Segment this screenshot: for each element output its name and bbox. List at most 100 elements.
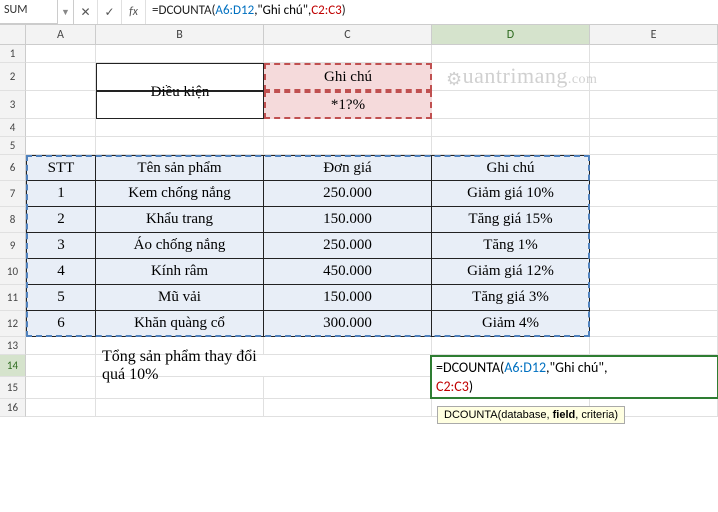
- cell[interactable]: [26, 137, 96, 155]
- cell[interactable]: [264, 137, 432, 155]
- table-cell-note[interactable]: Giảm giá 10%: [432, 181, 590, 207]
- cell[interactable]: [590, 337, 718, 355]
- table-cell-note[interactable]: Tăng giá 3%: [432, 285, 590, 311]
- table-cell-stt[interactable]: 4: [26, 259, 96, 285]
- cell[interactable]: [26, 377, 96, 399]
- cell[interactable]: [590, 155, 718, 181]
- cell[interactable]: [264, 377, 432, 399]
- cell[interactable]: [26, 355, 96, 377]
- cell[interactable]: [590, 285, 718, 311]
- row-header-9[interactable]: 9: [0, 233, 26, 259]
- row-header-2[interactable]: 2: [0, 63, 26, 91]
- row-header-8[interactable]: 8: [0, 207, 26, 233]
- col-header-d[interactable]: D: [432, 25, 590, 44]
- condition-label-cell[interactable]: Điều kiện: [96, 63, 264, 91]
- table-cell-price[interactable]: 250.000: [264, 181, 432, 207]
- cell[interactable]: [96, 137, 264, 155]
- cell[interactable]: [26, 91, 96, 119]
- summary-label[interactable]: Tổng sản phẩm thay đổi quá 10%: [96, 355, 264, 377]
- cell[interactable]: [26, 119, 96, 137]
- row-header-11[interactable]: 11: [0, 285, 26, 311]
- cell[interactable]: [590, 207, 718, 233]
- table-cell-price[interactable]: 300.000: [264, 311, 432, 337]
- cell[interactable]: [26, 45, 96, 63]
- table-header-note[interactable]: Ghi chú: [432, 155, 590, 181]
- name-box-dropdown-icon[interactable]: ▼: [58, 0, 74, 24]
- cell[interactable]: [264, 45, 432, 63]
- col-header-e[interactable]: E: [590, 25, 718, 44]
- table-cell-note[interactable]: Giảm 4%: [432, 311, 590, 337]
- cell[interactable]: [26, 399, 96, 417]
- col-header-c[interactable]: C: [264, 25, 432, 44]
- cell[interactable]: [432, 91, 590, 119]
- cell[interactable]: [590, 233, 718, 259]
- formula-input[interactable]: =DCOUNTA(A6:D12,"Ghi chú",C2:C3): [146, 0, 718, 24]
- cell[interactable]: [432, 63, 590, 91]
- table-cell-note[interactable]: Tăng 1%: [432, 233, 590, 259]
- cell[interactable]: [590, 311, 718, 337]
- row-header-12[interactable]: 12: [0, 311, 26, 337]
- active-formula-cell[interactable]: =DCOUNTA(A6:D12,"Ghi chú",C2:C3): [432, 355, 590, 377]
- row-header-13[interactable]: 13: [0, 337, 26, 355]
- table-cell-stt[interactable]: 3: [26, 233, 96, 259]
- cell[interactable]: [96, 399, 264, 417]
- cell[interactable]: [432, 337, 590, 355]
- cell[interactable]: [26, 63, 96, 91]
- cell[interactable]: [590, 63, 718, 91]
- condition-label-cell[interactable]: [96, 91, 264, 119]
- table-cell-price[interactable]: 450.000: [264, 259, 432, 285]
- enter-button[interactable]: ✓: [98, 0, 122, 24]
- table-cell-name[interactable]: Khăn quàng cổ: [96, 311, 264, 337]
- cancel-button[interactable]: ✕: [74, 0, 98, 24]
- cell[interactable]: [26, 337, 96, 355]
- condition-header-cell[interactable]: Ghi chú: [264, 63, 432, 91]
- table-cell-stt[interactable]: 2: [26, 207, 96, 233]
- row-header-14[interactable]: 14: [0, 355, 26, 377]
- cell[interactable]: [264, 355, 432, 377]
- table-cell-price[interactable]: 150.000: [264, 207, 432, 233]
- row-header-15[interactable]: 15: [0, 377, 26, 399]
- condition-pattern-cell[interactable]: *1?%: [264, 91, 432, 119]
- cell[interactable]: [264, 119, 432, 137]
- row-header-5[interactable]: 5: [0, 137, 26, 155]
- cell[interactable]: [590, 259, 718, 285]
- cell[interactable]: [96, 119, 264, 137]
- col-header-a[interactable]: A: [26, 25, 96, 44]
- cell[interactable]: [432, 119, 590, 137]
- row-header-16[interactable]: 16: [0, 399, 26, 417]
- cell[interactable]: [590, 119, 718, 137]
- table-cell-stt[interactable]: 5: [26, 285, 96, 311]
- table-cell-note[interactable]: Tăng giá 15%: [432, 207, 590, 233]
- row-header-3[interactable]: 3: [0, 91, 26, 119]
- table-header-stt[interactable]: STT: [26, 155, 96, 181]
- cell[interactable]: [432, 137, 590, 155]
- row-header-7[interactable]: 7: [0, 181, 26, 207]
- table-cell-name[interactable]: Áo chống nắng: [96, 233, 264, 259]
- cell[interactable]: [96, 45, 264, 63]
- cell[interactable]: [590, 181, 718, 207]
- row-header-1[interactable]: 1: [0, 45, 26, 63]
- row-header-6[interactable]: 6: [0, 155, 26, 181]
- cell[interactable]: [96, 377, 264, 399]
- table-header-price[interactable]: Đơn giá: [264, 155, 432, 181]
- row-header-4[interactable]: 4: [0, 119, 26, 137]
- table-header-name[interactable]: Tên sản phẩm: [96, 155, 264, 181]
- table-cell-name[interactable]: Kính râm: [96, 259, 264, 285]
- name-box[interactable]: SUM: [0, 0, 58, 24]
- table-cell-stt[interactable]: 1: [26, 181, 96, 207]
- table-cell-price[interactable]: 250.000: [264, 233, 432, 259]
- table-cell-stt[interactable]: 6: [26, 311, 96, 337]
- table-cell-price[interactable]: 150.000: [264, 285, 432, 311]
- table-cell-note[interactable]: Giảm giá 12%: [432, 259, 590, 285]
- cell[interactable]: [590, 137, 718, 155]
- cell[interactable]: [590, 91, 718, 119]
- cell[interactable]: [590, 45, 718, 63]
- fx-button[interactable]: fx: [122, 0, 146, 24]
- col-header-b[interactable]: B: [96, 25, 264, 44]
- select-all-corner[interactable]: [0, 25, 26, 44]
- table-cell-name[interactable]: Khẩu trang: [96, 207, 264, 233]
- cell[interactable]: [264, 399, 432, 417]
- cell[interactable]: [264, 337, 432, 355]
- row-header-10[interactable]: 10: [0, 259, 26, 285]
- table-cell-name[interactable]: Kem chống nắng: [96, 181, 264, 207]
